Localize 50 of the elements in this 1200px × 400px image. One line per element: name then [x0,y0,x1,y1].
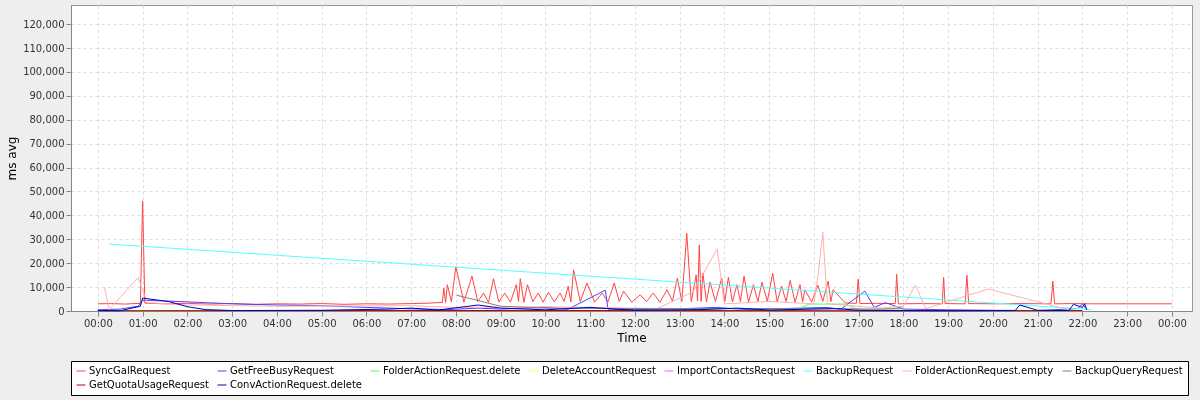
x-tick-label: 15:00 [755,317,785,329]
y-tick-label: 120,000 [23,18,65,30]
legend-label: GetQuotaUsageRequest [89,379,210,390]
y-tick-label: 40,000 [29,209,65,221]
x-tick-label: 01:00 [128,317,158,329]
x-tick-label: 19:00 [934,317,964,329]
y-tick-label: 70,000 [29,138,65,150]
x-tick-label: 05:00 [307,317,337,329]
x-tick-label: 13:00 [665,317,695,329]
y-tick-label: 20,000 [29,257,65,269]
legend-label: BackupRequest [816,365,894,376]
legend-label: FolderActionRequest.delete [383,365,521,376]
legend-label: ConvActionRequest.delete [230,379,362,390]
x-axis-title: Time [616,330,647,345]
y-tick-label: 100,000 [23,66,65,78]
y-tick-label: 0 [58,305,65,317]
x-tick-label: 18:00 [889,317,919,329]
y-tick-label: 50,000 [29,185,65,197]
y-tick-label: 10,000 [29,281,65,293]
y-tick-label: 90,000 [29,90,65,102]
x-tick-label: 00:00 [83,317,113,329]
x-tick-label: 23:00 [1113,317,1143,329]
y-tick-label: 60,000 [29,162,65,174]
x-tick-label: 08:00 [441,317,471,329]
x-tick-label: 16:00 [799,317,829,329]
legend-label: ImportContactsRequest [677,365,795,376]
legend-label: DeleteAccountRequest [542,365,656,376]
x-tick-label: 12:00 [620,317,650,329]
x-tick-label: 11:00 [576,317,606,329]
x-tick-label: 02:00 [173,317,203,329]
x-tick-label: 03:00 [218,317,248,329]
legend-label: FolderActionRequest.empty [915,365,1054,376]
x-tick-label: 07:00 [397,317,427,329]
x-tick-label: 06:00 [352,317,382,329]
x-tick-label: 14:00 [710,317,740,329]
x-tick-label: 22:00 [1068,317,1098,329]
x-tick-label: 09:00 [486,317,516,329]
legend-label: SyncGalRequest [89,365,171,376]
legend-label: BackupQueryRequest [1075,365,1183,376]
x-tick-label: 00:00 [1157,317,1187,329]
x-tick-label: 04:00 [262,317,292,329]
x-tick-label: 17:00 [844,317,874,329]
y-tick-label: 110,000 [23,42,65,54]
x-tick-label: 21:00 [1023,317,1053,329]
x-tick-label: 20:00 [978,317,1008,329]
y-tick-label: 30,000 [29,233,65,245]
y-tick-label: 80,000 [29,114,65,126]
legend-label: GetFreeBusyRequest [230,365,335,376]
y-axis-title: ms avg [5,136,20,181]
x-tick-label: 10:00 [531,317,561,329]
